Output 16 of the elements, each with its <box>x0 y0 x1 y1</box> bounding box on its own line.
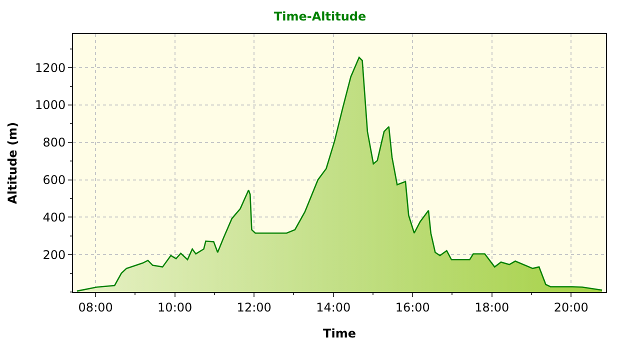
y-tick-label: 1000 <box>35 98 66 112</box>
x-tick-label: 20:00 <box>554 300 588 314</box>
x-tick-label: 16:00 <box>395 300 430 314</box>
x-axis-title: Time <box>323 326 356 340</box>
x-tick-label: 08:00 <box>78 300 113 314</box>
y-tick-label: 800 <box>42 136 66 150</box>
x-tick-label: 12:00 <box>236 300 272 314</box>
y-tick-label: 600 <box>42 173 66 188</box>
y-tick-label: 200 <box>42 248 66 262</box>
x-tick-label: 14:00 <box>316 300 351 314</box>
y-tick-label: 400 <box>42 210 66 224</box>
y-tick-label: 1200 <box>35 60 66 75</box>
chart-title: Time-Altitude <box>274 10 366 24</box>
x-tick-label: 18:00 <box>474 300 510 314</box>
x-tick-label: 10:00 <box>158 300 192 314</box>
y-axis-title: Altitude (m) <box>5 122 20 204</box>
